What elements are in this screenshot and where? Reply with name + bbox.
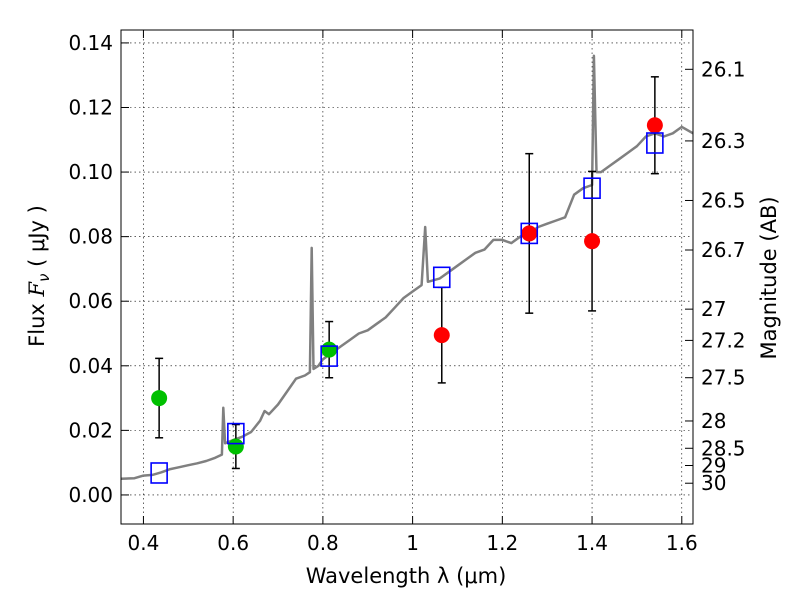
magnitude-tick-label: 27 [701, 297, 726, 321]
data-point [321, 341, 338, 358]
model-flux-box [227, 422, 245, 445]
error-bars [155, 76, 659, 470]
y-tick-label: 0.08 [68, 225, 113, 249]
data-point [584, 233, 601, 250]
y-tick-label: 0.06 [68, 289, 113, 313]
magnitude-tick-label: 27.2 [701, 328, 746, 352]
magnitude-tick-label: 26.5 [701, 188, 746, 212]
x-axis-label: Wavelength λ (μm) [306, 564, 507, 588]
magnitude-tick-label: 27.5 [701, 366, 746, 390]
y-axis-label-var: F [25, 281, 49, 298]
y-tick-label: 0.04 [68, 354, 113, 378]
model-flux-box [150, 462, 168, 484]
data-points [151, 117, 663, 455]
magnitude-tick-label: 26.1 [701, 57, 746, 81]
x-tick-label: 1.2 [486, 531, 518, 555]
magnitude-tick-label: 30 [701, 471, 726, 495]
model-boxes [150, 132, 664, 484]
model-flux-box [320, 345, 338, 367]
magnitude-tick-label: 28 [701, 409, 726, 433]
data-point [227, 438, 244, 455]
x-tick-label: 0.4 [128, 531, 160, 555]
data-point [433, 327, 450, 344]
magnitude-tick-label: 29 [701, 453, 726, 477]
grid [121, 30, 693, 524]
model-sed [120, 54, 694, 481]
y-axis-label-sub: ν [35, 274, 53, 282]
y-axis-ticks: 0.00 0.02 0.04 0.06 0.08 0.10 0.12 0.14 [68, 31, 129, 507]
x-tick-label: 1.6 [666, 531, 698, 555]
y-axis-label-prefix: Flux [25, 297, 49, 347]
y-tick-label: 0.12 [68, 95, 113, 119]
magnitude-tick-label: 26.7 [701, 238, 746, 262]
x-axis-ticks: 0.4 0.6 0.8 1 1.2 1.4 1.6 [128, 30, 698, 555]
data-point [151, 390, 168, 407]
magnitude-tick-label: 26.3 [701, 129, 746, 153]
magnitude-tick-label: 28.5 [701, 436, 746, 460]
y-tick-label: 0.02 [68, 418, 113, 442]
model-flux-box [583, 177, 601, 200]
model-sed-line [120, 54, 694, 481]
plot-frame [120, 29, 694, 525]
x-tick-label: 1 [406, 531, 419, 555]
y-tick-label: 0.14 [68, 31, 113, 55]
y-axis-label: Flux Fν ( μJy ) [25, 205, 53, 347]
y-tick-label: 0.10 [68, 160, 113, 184]
x-tick-label: 1.4 [576, 531, 608, 555]
model-flux-box [432, 266, 451, 289]
y-axis-label-unit: ( μJy ) [25, 205, 49, 273]
data-point [521, 225, 538, 242]
y-tick-label: 0.00 [68, 483, 113, 507]
x-tick-label: 0.6 [217, 531, 249, 555]
data-point [646, 117, 663, 134]
model-flux-box [520, 222, 539, 245]
x-tick-label: 0.8 [307, 531, 339, 555]
magnitude-axis-label: Magnitude (AB) [757, 196, 781, 359]
model-flux-box [646, 132, 664, 154]
